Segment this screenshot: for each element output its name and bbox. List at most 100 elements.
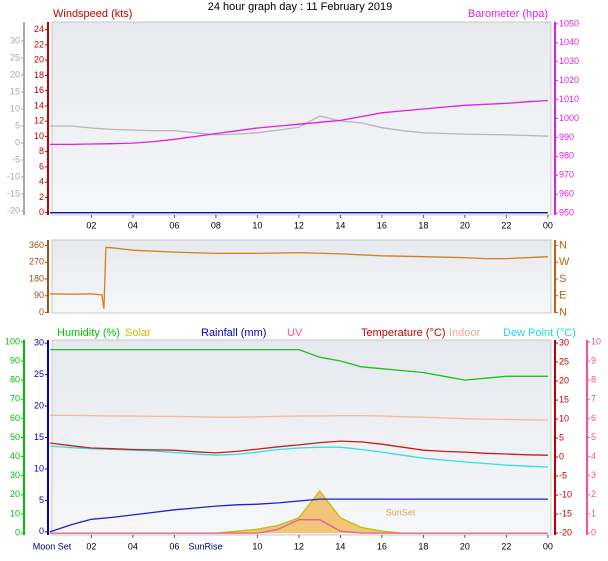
x-tick-label: 18 [418,220,428,230]
plot-area [51,21,552,216]
x-tick-label: 12 [294,220,304,230]
y-tick-label: 12 [34,116,44,126]
x-tick-label: 00 [543,541,553,551]
x-tick-label: 02 [86,220,96,230]
x-tick-label: 06 [169,220,179,230]
y-tick-label: 4 [591,451,596,461]
y-tick-label: 1040 [559,37,579,47]
chart-title: 24 hour graph day : 11 February 2019 [208,1,392,13]
legend-label: Indoor [449,327,481,339]
annotation: SunRise [189,541,223,551]
y-tick-label: 6 [39,161,44,171]
y-tick-label: 16 [34,85,44,95]
y-tick-label: 15 [34,432,44,442]
x-tick-label: 14 [335,541,345,551]
series-line [49,414,548,421]
y-tick-label: 8 [591,375,596,385]
series-line [49,348,548,381]
y-tick-label: 60 [10,413,20,423]
x-tick-label: 16 [377,541,387,551]
y-tick-label: 90 [10,355,20,365]
axis-label: Windspeed (kts) [53,8,132,20]
y-tick-label: -20 [7,205,20,215]
x-tick-label: 12 [294,541,304,551]
y-tick-label: 70 [10,394,20,404]
x-tick-label: 04 [128,220,138,230]
annotation: Moon Set [33,541,72,551]
y-tick-label: 90 [34,290,44,300]
x-tick-label: 16 [377,220,387,230]
y-tick-label: 20 [10,69,20,79]
y-tick-label: 2 [591,489,596,499]
axis-label: Humidity (%) [57,327,120,339]
x-tick-label: 20 [460,220,470,230]
y-tick-label: 80 [10,375,20,385]
y-tick-label: 6 [591,413,596,423]
y-tick-label: 25 [10,52,20,62]
y-tick-label: 15 [10,86,20,96]
y-tick-label: 30 [10,470,20,480]
y-tick-label: 0 [15,527,20,537]
x-tick-label: 08 [211,220,221,230]
y-tick-label: 5 [15,120,20,130]
solar-fill [49,491,548,534]
y-tick-label: 1050 [559,18,579,28]
legend-label: Solar [125,327,151,339]
series-line [49,498,548,533]
y-tick-label: 950 [559,207,574,217]
y-tick-label: 0 [39,526,44,536]
y-tick-label: 15 [559,394,569,404]
y-tick-label: 30 [34,338,44,348]
plot-area [51,339,552,536]
x-tick-label: 22 [501,541,511,551]
y-tick-label: 20 [559,375,569,385]
x-tick-label: 10 [252,541,262,551]
y-tick-label: 270 [29,257,44,267]
y-tick-label: 14 [34,100,44,110]
y-tick-label: 5 [559,432,564,442]
y-tick-label: 990 [559,132,574,142]
y-tick-label: 980 [559,151,574,161]
y-tick-label: -10 [559,489,572,499]
y-tick-label: 960 [559,189,574,199]
plot-area [51,239,552,314]
axis-label: Rainfall (mm) [201,327,266,339]
axis-label: UV [287,327,303,339]
y-tick-label: W [559,256,570,268]
y-tick-label: 40 [10,451,20,461]
x-tick-label: 02 [86,541,96,551]
series-line [49,440,548,456]
y-tick-label: 30 [559,337,569,347]
y-tick-label: 30 [10,35,20,45]
y-tick-label: E [559,290,566,302]
x-tick-label: 22 [501,220,511,230]
y-tick-label: 100 [5,336,20,346]
y-tick-label: N [559,306,567,318]
y-tick-label: 25 [34,369,44,379]
y-tick-label: 0 [15,137,20,147]
y-tick-label: 3 [591,470,596,480]
y-tick-label: -15 [7,188,20,198]
y-tick-label: 20 [10,489,20,499]
y-tick-label: 22 [34,39,44,49]
series-line [49,115,548,137]
y-tick-label: 10 [559,413,569,423]
legend-label: Dew Point (°C) [503,327,576,339]
y-tick-label: 24 [34,24,44,34]
y-tick-label: 1000 [559,113,579,123]
x-tick-label: 04 [128,541,138,551]
y-tick-label: 20 [34,400,44,410]
x-tick-label: 18 [418,541,428,551]
y-tick-label: 10 [10,103,20,113]
y-tick-label: 10 [10,508,20,518]
x-tick-label: 20 [460,541,470,551]
axis-label: Barometer (hpa) [468,8,548,20]
y-tick-label: 1 [591,508,596,518]
y-tick-label: -5 [12,154,20,164]
y-tick-label: 5 [39,495,44,505]
y-tick-label: 20 [34,55,44,65]
y-tick-label: 10 [34,463,44,473]
y-tick-label: 5 [591,432,596,442]
annotation: SunSet [386,507,416,517]
